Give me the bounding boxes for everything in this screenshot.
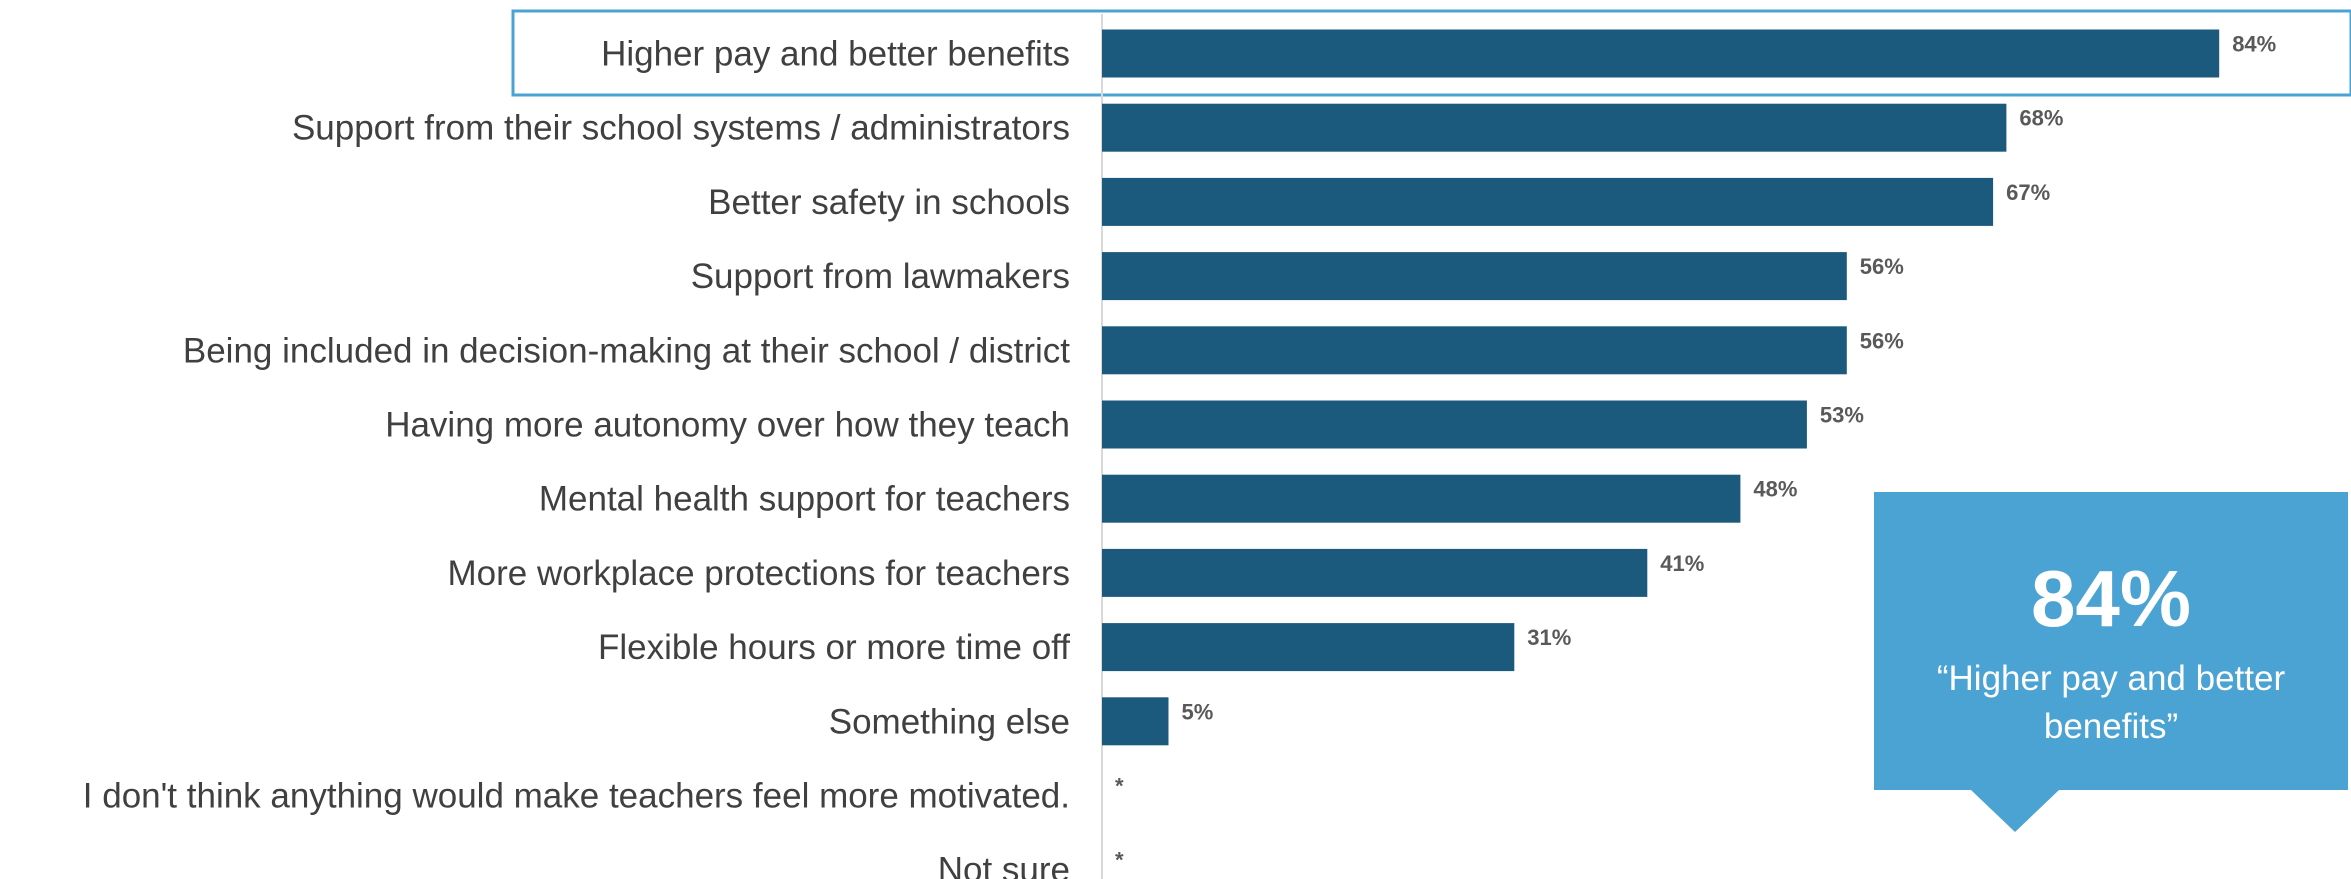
bar-6 xyxy=(1102,400,1807,449)
category-label-1: Higher pay and better benefits xyxy=(601,35,1070,74)
category-label-10: Something else xyxy=(829,702,1070,741)
callout-text-line1: “Higher pay and better xyxy=(1937,659,2286,698)
value-label-6: 53% xyxy=(1820,403,1864,428)
callout-text-line2: benefits” xyxy=(2044,707,2178,746)
bar-9 xyxy=(1102,623,1515,672)
value-label-10: 5% xyxy=(1182,699,1214,724)
value-label-12: * xyxy=(1115,848,1124,873)
value-label-11: * xyxy=(1115,774,1124,799)
value-label-1: 84% xyxy=(2232,32,2276,57)
bar-2 xyxy=(1102,103,2007,152)
category-label-9: Flexible hours or more time off xyxy=(598,628,1070,667)
category-label-6: Having more autonomy over how they teach xyxy=(385,406,1070,445)
category-label-11: I don't think anything would make teache… xyxy=(83,777,1070,816)
value-label-5: 56% xyxy=(1860,328,1904,353)
callout-value: 84% xyxy=(2031,554,2191,643)
bar-8 xyxy=(1102,548,1648,597)
category-label-8: More workplace protections for teachers xyxy=(448,554,1071,593)
bar-4 xyxy=(1102,252,1847,301)
category-label-4: Support from lawmakers xyxy=(691,257,1070,296)
category-labels: Higher pay and better benefits Support fr… xyxy=(83,35,1070,879)
category-label-5: Being included in decision-making at the… xyxy=(183,331,1070,370)
callout-box: 84% “Higher pay and better benefits” xyxy=(1874,492,2348,832)
value-label-4: 56% xyxy=(1860,254,1904,279)
category-label-2: Support from their school systems / admi… xyxy=(292,109,1070,148)
value-label-7: 48% xyxy=(1753,477,1797,502)
value-label-8: 41% xyxy=(1660,551,1704,576)
category-label-3: Better safety in schools xyxy=(708,183,1070,222)
value-labels: 84% 68% 67% 56% 56% 53% 48% 41% 31% 5% * * xyxy=(1115,32,2276,873)
category-label-7: Mental health support for teachers xyxy=(539,480,1070,519)
bar-10 xyxy=(1102,697,1169,746)
callout-shape xyxy=(1874,492,2348,832)
bar-7 xyxy=(1102,474,1741,523)
bars-group xyxy=(1102,29,2220,746)
value-label-2: 68% xyxy=(2019,106,2063,131)
bar-3 xyxy=(1102,177,1994,226)
bar-1 xyxy=(1102,29,2220,78)
category-label-12: Not sure xyxy=(938,851,1070,879)
bar-5 xyxy=(1102,326,1847,375)
value-label-9: 31% xyxy=(1527,625,1571,650)
value-label-3: 67% xyxy=(2006,180,2050,205)
highlight-frame xyxy=(511,9,2351,97)
